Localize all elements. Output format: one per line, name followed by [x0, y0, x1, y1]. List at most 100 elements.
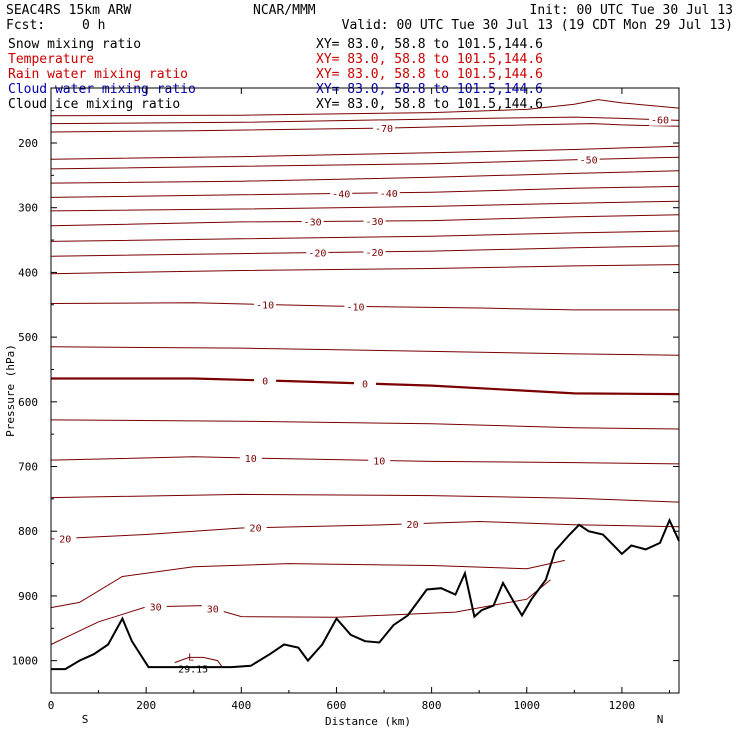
- field-range: XY= 83.0, 58.8 to 101.5,144.6: [316, 67, 543, 82]
- contour-label-bg: [368, 454, 391, 467]
- contour-label: 20: [407, 520, 419, 531]
- contour-label: -40: [380, 189, 398, 200]
- x-tick-label: 800: [422, 699, 442, 712]
- x-axis-title: Distance (km): [325, 715, 411, 728]
- field-range: XY= 83.0, 58.8 to 101.5,144.6: [316, 82, 543, 97]
- y-tick-label: 300: [18, 202, 38, 215]
- contour-line-m55: [50, 145, 680, 160]
- south-end-label: S: [82, 713, 89, 726]
- field-name: Cloud ice mixing ratio: [8, 97, 180, 112]
- y-tick-label: 700: [18, 461, 38, 474]
- contour-line-unlabeled: [50, 99, 680, 117]
- contour-label-bg: [54, 532, 77, 545]
- model-title: SEAC4RS 15km ARW: [6, 3, 131, 18]
- contour-line-m45: [50, 170, 680, 184]
- contour-line-10: [50, 456, 680, 465]
- contour-label-bg: [301, 215, 324, 228]
- x-tick-label: 600: [327, 699, 347, 712]
- contour-label-bg: [373, 122, 396, 135]
- x-tick-label: 1000: [514, 699, 541, 712]
- y-tick-label: 900: [18, 590, 38, 603]
- contour-line-20: [50, 520, 680, 540]
- contour-label-bg: [254, 374, 277, 387]
- contour-label: -70: [375, 124, 393, 135]
- contour-label-bg: [377, 186, 400, 199]
- contour-label-bg: [306, 246, 329, 259]
- x-tick-label: 1200: [609, 699, 636, 712]
- contour-line-m40: [50, 185, 680, 198]
- y-tick-label: 800: [18, 525, 38, 538]
- center-label: NCAR/MMM: [253, 3, 316, 18]
- contour-label: 0: [362, 380, 368, 391]
- contour-label-bg: [330, 187, 353, 200]
- contour-label-bg: [401, 517, 424, 530]
- contour-line-35: [174, 656, 223, 668]
- x-tick-label: 200: [136, 699, 156, 712]
- contour-label: -40: [332, 189, 350, 200]
- contour-label-bg: [201, 602, 224, 615]
- field-range: XY= 83.0, 58.8 to 101.5,144.6: [316, 37, 543, 52]
- contour-label: -30: [365, 217, 383, 228]
- contour-label-bg: [239, 451, 262, 464]
- y-tick-label: 200: [18, 137, 38, 150]
- contour-line-15: [50, 493, 680, 503]
- forecast-hour: 0 h: [82, 18, 105, 33]
- field-range: XY= 83.0, 58.8 to 101.5,144.6: [316, 52, 543, 67]
- contour-line-m70: [50, 123, 680, 133]
- field-name: Temperature: [8, 52, 94, 67]
- y-tick-label: 400: [18, 266, 38, 279]
- y-tick-label: 500: [18, 331, 38, 344]
- contour-line-m20: [50, 245, 680, 257]
- field-name: Cloud water mixing ratio: [8, 82, 196, 97]
- contour-label-bg: [244, 521, 267, 534]
- contour-label: -10: [256, 300, 274, 311]
- contour-label-bg: [344, 300, 367, 313]
- contour-label: 10: [373, 456, 385, 467]
- contour-label-bg: [144, 600, 167, 613]
- contour-line-m50: [50, 156, 680, 170]
- contour-line-m15: [50, 264, 680, 275]
- valid-time: Valid: 00 UTC Tue 30 Jul 13 (19 CDT Mon …: [342, 18, 733, 33]
- north-end-label: N: [657, 713, 664, 726]
- contour-label: -20: [308, 249, 326, 260]
- low-pressure-value: 29.15: [178, 665, 208, 676]
- contour-line-5: [50, 419, 680, 430]
- contour-label-bg: [363, 245, 386, 258]
- forecast-label: Fcst:: [6, 18, 45, 33]
- contour-line-m25: [50, 230, 680, 242]
- contour-label: -10: [346, 302, 364, 313]
- field-name: Snow mixing ratio: [8, 37, 141, 52]
- contour-line-m5: [50, 346, 680, 356]
- contour-label: 20: [59, 534, 71, 545]
- terrain-surface-line: [51, 517, 680, 671]
- contour-label: -30: [304, 217, 322, 228]
- y-tick-label: 600: [18, 396, 38, 409]
- contour-label: 20: [250, 524, 262, 535]
- contour-label: -20: [365, 248, 383, 259]
- temperature-contours: -70 -60 -50 -40 -40 -30 -30 -20 -20 -10 -10 0 0 10 10 2…: [50, 99, 680, 668]
- y-tick-label: 1000: [12, 655, 39, 668]
- init-time: Init: 00 UTC Tue 30 Jul 13: [530, 3, 734, 18]
- contour-label-bg: [363, 215, 386, 228]
- field-range: XY= 83.0, 58.8 to 101.5,144.6: [316, 97, 543, 112]
- contour-label-bg: [354, 377, 376, 390]
- contour-line-m30: [50, 214, 680, 227]
- header-block: SEAC4RS 15km ARW NCAR/MMM Init: 00 UTC T…: [6, 3, 733, 112]
- contour-label: 10: [245, 454, 257, 465]
- x-tick-label: 400: [231, 699, 251, 712]
- low-pressure-symbol: L: [188, 653, 194, 664]
- contour-label: 0: [262, 376, 268, 387]
- contour-label: 30: [207, 604, 219, 615]
- contour-label: -50: [580, 155, 598, 166]
- plot-frame: [50, 87, 680, 694]
- contour-label-bg: [254, 298, 277, 311]
- contour-line-m35: [50, 200, 680, 212]
- contour-line-m60: [50, 116, 680, 125]
- contour-label: 30: [150, 603, 162, 614]
- contour-label-bg: [577, 153, 600, 166]
- contour-label-bg: [648, 113, 671, 126]
- contour-line-m10: [50, 302, 679, 311]
- field-name: Rain water mixing ratio: [8, 67, 188, 82]
- contour-line-25: [50, 559, 565, 609]
